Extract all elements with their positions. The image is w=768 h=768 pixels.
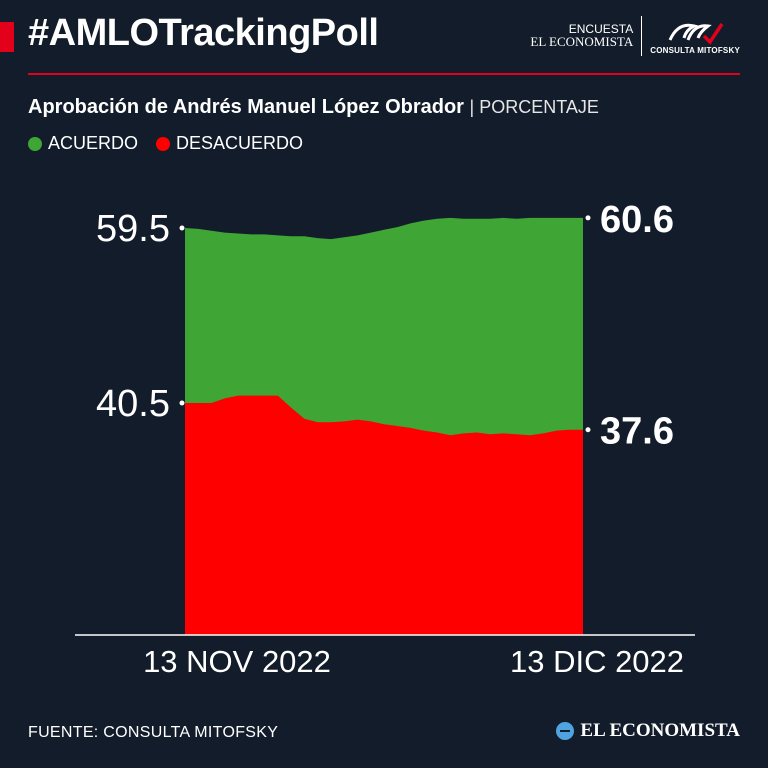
area-desacuerdo <box>185 395 583 635</box>
legend-item-acuerdo: ACUERDO <box>28 133 138 154</box>
subtitle-unit: | PORCENTAJE <box>469 97 599 117</box>
legend-label-desacuerdo: DESACUERDO <box>176 133 304 153</box>
brand-line2: EL ECONOMISTA <box>530 34 634 50</box>
header-brand: ENCUESTA EL ECONOMISTA CONSULTA MITOFSKY <box>530 16 740 56</box>
y-tick-label-40-5: 40.5 <box>96 383 170 425</box>
footer-brand-label: EL ECONOMISTA <box>580 720 740 741</box>
end-label-acuerdo: 60.6 <box>600 199 674 241</box>
x-label-end: 13 DIC 2022 <box>510 644 684 679</box>
brand-separator <box>641 16 643 56</box>
end-marker-desacuerdo <box>585 427 591 433</box>
partner-label: CONSULTA MITOFSKY <box>650 45 740 55</box>
y-tick-marker-40-5 <box>179 400 185 406</box>
y-tick-marker-59-5 <box>179 225 185 231</box>
legend-item-desacuerdo: DESACUERDO <box>156 133 303 154</box>
footer-brand: EL ECONOMISTA <box>556 720 740 742</box>
el-economista-logo-icon <box>556 722 575 740</box>
subtitle-main: Aprobación de Andrés Manuel López Obrado… <box>28 96 464 118</box>
header-rule <box>28 73 740 75</box>
hashtag-title: #AMLOTrackingPoll <box>28 12 379 54</box>
accent-bar <box>0 22 14 52</box>
mitofsky-emblem-icon <box>668 22 724 45</box>
consulta-mitofsky-logo: CONSULTA MITOFSKY <box>650 18 740 55</box>
end-label-desacuerdo: 37.6 <box>600 411 674 453</box>
legend: ACUERDO DESACUERDO <box>28 133 303 154</box>
legend-dot-acuerdo <box>28 136 42 151</box>
y-tick-label-59-5: 59.5 <box>96 208 170 250</box>
encuesta-brand: ENCUESTA EL ECONOMISTA <box>530 23 633 49</box>
legend-label-acuerdo: ACUERDO <box>48 133 139 153</box>
brand-line1: ENCUESTA <box>568 21 634 36</box>
end-marker-acuerdo <box>585 215 591 221</box>
footer-source: FUENTE: CONSULTA MITOFSKY <box>28 724 279 741</box>
x-label-start: 13 NOV 2022 <box>143 644 331 679</box>
legend-dot-desacuerdo <box>156 136 171 151</box>
chart-subtitle: Aprobación de Andrés Manuel López Obrado… <box>28 96 599 119</box>
